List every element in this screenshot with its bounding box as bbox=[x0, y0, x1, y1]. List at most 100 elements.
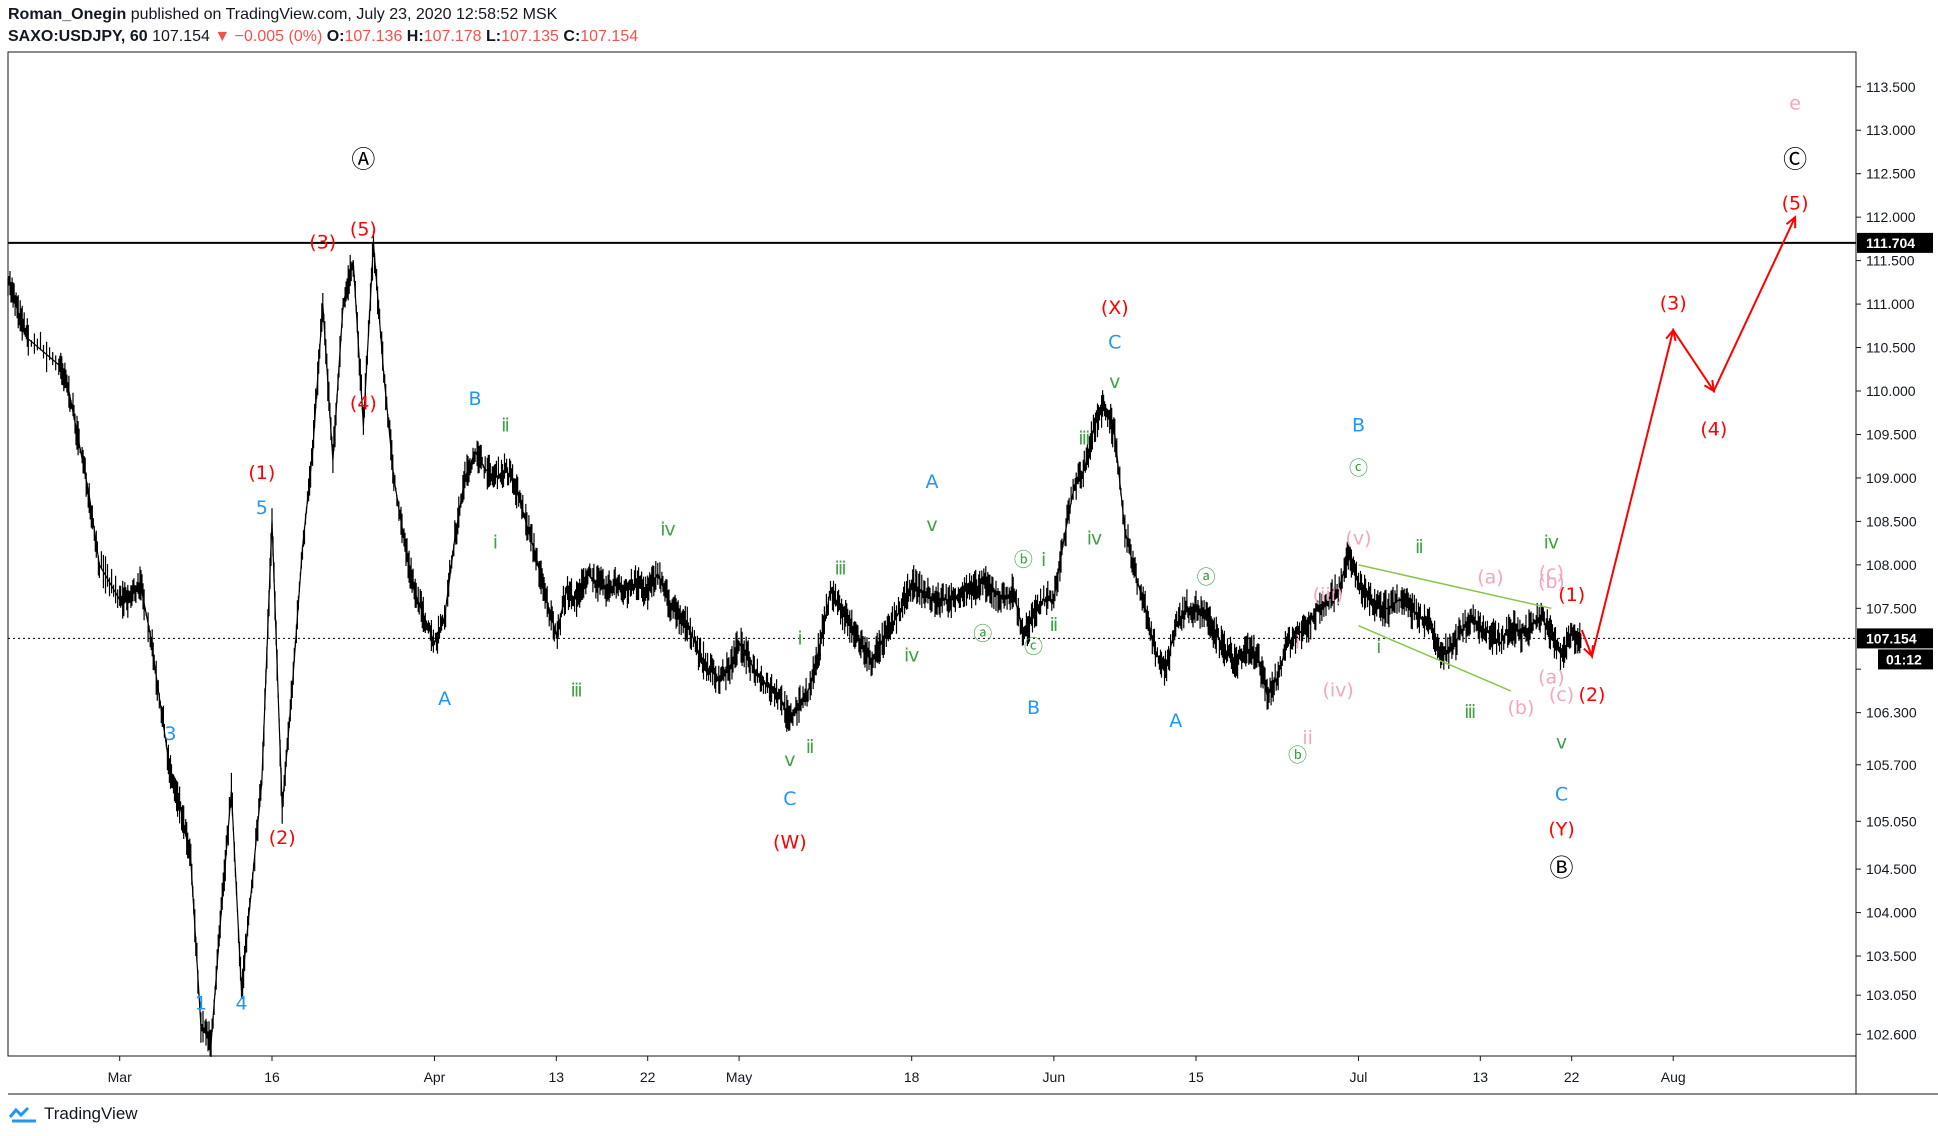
wave-label: ⅲ bbox=[835, 558, 847, 580]
y-tick-label: 109.000 bbox=[1866, 470, 1917, 486]
wave-label: ⅱ bbox=[1415, 536, 1424, 558]
last-price-tag bbox=[1857, 628, 1933, 649]
y-tick-label: 104.500 bbox=[1866, 861, 1917, 877]
wave-label: (2) bbox=[269, 827, 296, 849]
wave-label: 4 bbox=[235, 992, 247, 1014]
wave-label: ⅴ bbox=[1109, 371, 1120, 393]
triangle-trendline[interactable] bbox=[1358, 564, 1552, 610]
wave-label: ⓒ bbox=[1349, 458, 1368, 480]
wave-label: (W) bbox=[773, 832, 807, 854]
y-tick-label: 113.500 bbox=[1866, 79, 1916, 95]
wave-label: B bbox=[1352, 414, 1365, 436]
wave-label: ⅰ bbox=[493, 532, 498, 554]
wave-label: ⓐ bbox=[1197, 566, 1216, 588]
wave-label: ⅴ bbox=[926, 514, 937, 536]
wave-label: B bbox=[1027, 697, 1040, 719]
wave-label: ⅳ bbox=[1087, 527, 1102, 549]
x-tick-label: Jun bbox=[1043, 1069, 1066, 1085]
projection-arrowhead bbox=[1665, 327, 1677, 342]
wave-label: C bbox=[783, 788, 796, 810]
x-tick-label: 22 bbox=[640, 1069, 656, 1085]
wave-label: ⅴ bbox=[1556, 732, 1567, 754]
wave-label: (1) bbox=[1558, 584, 1585, 606]
wave-label: Ⓑ bbox=[1550, 854, 1574, 882]
wave-label: (c) bbox=[1549, 684, 1574, 706]
y-tick-label: 103.500 bbox=[1866, 948, 1917, 964]
wave-label: (a) bbox=[1477, 566, 1503, 588]
y-tick-label: 108.000 bbox=[1866, 557, 1917, 573]
wave-label: ⓑ bbox=[1014, 549, 1033, 571]
x-tick-label: Apr bbox=[424, 1069, 446, 1085]
high-value: 107.178 bbox=[423, 28, 482, 45]
wave-label: (v) bbox=[1345, 527, 1371, 549]
close-label: C: bbox=[563, 28, 581, 45]
symbol-bar: SAXO:USDJPY, 60 107.154 ▼ −0.005 (0%) O:… bbox=[8, 28, 638, 46]
wave-label: (b) bbox=[1507, 697, 1534, 719]
wave-label: A bbox=[926, 471, 939, 493]
wave-label: (iii) bbox=[1313, 584, 1344, 606]
wave-label: (a) bbox=[1538, 666, 1564, 688]
x-tick-label: Aug bbox=[1661, 1069, 1686, 1085]
x-tick-label: Mar bbox=[108, 1069, 132, 1085]
y-tick-label: 112.000 bbox=[1866, 209, 1916, 225]
y-tick-label: 111.500 bbox=[1866, 253, 1915, 269]
wave-label: A bbox=[1169, 710, 1182, 732]
open-label: O: bbox=[326, 28, 345, 45]
y-tick-label: 108.500 bbox=[1866, 513, 1917, 529]
footer-brand-label: TradingView bbox=[44, 1104, 138, 1123]
wave-label: i bbox=[1295, 632, 1300, 654]
wave-label: C bbox=[1108, 332, 1121, 354]
wave-label: A bbox=[438, 688, 451, 710]
wave-label: C bbox=[1555, 784, 1568, 806]
triangle-trendline[interactable] bbox=[1358, 625, 1512, 692]
open-value: 107.136 bbox=[344, 28, 403, 45]
low-value: 107.135 bbox=[501, 28, 559, 45]
wave-label: (3) bbox=[309, 232, 336, 254]
wave-label: ⅰ bbox=[797, 627, 802, 649]
wave-label: (1) bbox=[248, 462, 275, 484]
tradingview-brand[interactable]: TradingView bbox=[8, 1104, 138, 1124]
y-tick-label: 110.000 bbox=[1866, 383, 1916, 399]
wave-projection-path[interactable] bbox=[1580, 216, 1797, 660]
down-arrow-icon: ▼ bbox=[214, 28, 231, 45]
wave-label: 3 bbox=[164, 723, 176, 745]
publish-info: Roman_Onegin published on TradingView.co… bbox=[8, 6, 557, 24]
author-name[interactable]: Roman_Onegin bbox=[8, 6, 127, 23]
y-tick-label: 111.000 bbox=[1866, 296, 1915, 312]
countdown-label: 01:12 bbox=[1886, 651, 1922, 667]
x-tick-label: 16 bbox=[264, 1069, 280, 1085]
x-tick-label: 15 bbox=[1188, 1069, 1204, 1085]
wave-label: 1 bbox=[195, 992, 207, 1014]
wave-label: (2) bbox=[1579, 684, 1606, 706]
wave-label: ⓐ bbox=[973, 623, 992, 645]
wave-label: ⅳ bbox=[660, 519, 675, 541]
symbol-label: SAXO:USDJPY, 60 bbox=[8, 28, 148, 45]
resistance-price-label: 111.704 bbox=[1866, 235, 1915, 251]
plot-area bbox=[7, 51, 1857, 1057]
price-bars[interactable] bbox=[7, 231, 1582, 1057]
last-price-label: 107.154 bbox=[1866, 630, 1917, 646]
x-tick-label: May bbox=[726, 1069, 752, 1085]
x-tick-label: 13 bbox=[1473, 1069, 1489, 1085]
wave-label: ⅲ bbox=[1464, 701, 1476, 723]
wave-label: (c) bbox=[1539, 562, 1564, 584]
y-tick-label: 110.500 bbox=[1866, 340, 1916, 356]
published-text: published on TradingView.com, July 23, 2… bbox=[130, 6, 558, 23]
wave-label: ⅲ bbox=[1078, 427, 1090, 449]
last-price: 107.154 bbox=[152, 28, 210, 45]
tradingview-logo-icon bbox=[8, 1106, 36, 1123]
wave-label: ⓑ bbox=[1288, 745, 1307, 767]
wave-label: ⅴ bbox=[784, 749, 795, 771]
projection-arrowhead bbox=[1703, 379, 1716, 393]
y-tick-label: 106.300 bbox=[1866, 705, 1917, 721]
y-tick-label: 103.050 bbox=[1866, 987, 1917, 1003]
projection-arrowhead bbox=[1785, 215, 1797, 229]
wave-label: (b) bbox=[1538, 571, 1565, 593]
price-line[interactable] bbox=[7, 243, 1583, 1045]
wave-label: ⓒ bbox=[1024, 636, 1043, 658]
x-tick-label: 22 bbox=[1564, 1069, 1580, 1085]
wave-label: ⅱ bbox=[501, 414, 510, 436]
wave-label: ⅰ bbox=[1041, 549, 1046, 571]
wave-label: (4) bbox=[350, 393, 377, 415]
